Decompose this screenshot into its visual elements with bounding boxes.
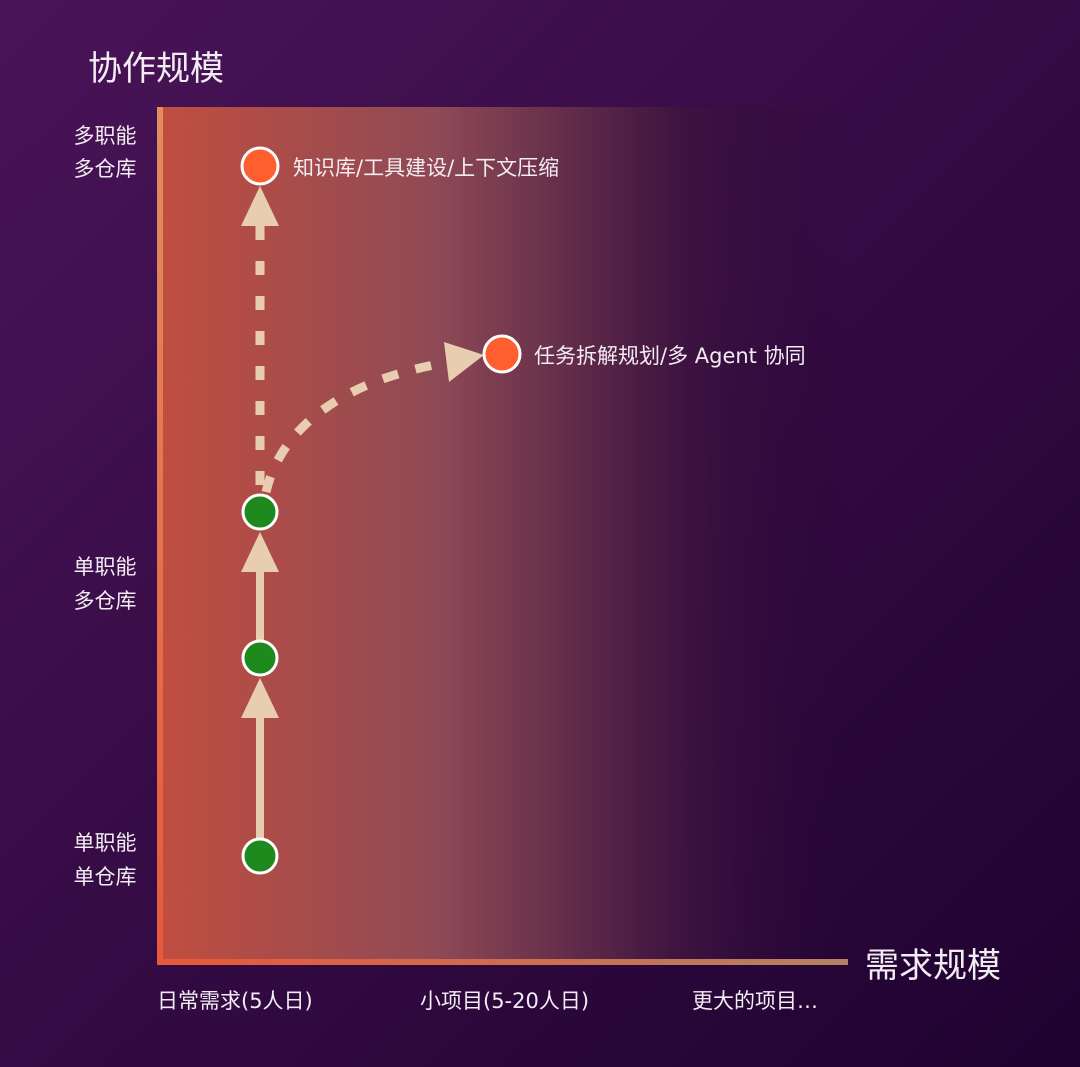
x-axis-labels: 日常需求(5人日) 小项目(5-20人日) 更大的项目… [157, 989, 818, 1013]
nodes [240, 146, 522, 875]
node-label-knowledge: 知识库/工具建设/上下文压缩 [293, 156, 559, 180]
x-axis-title: 需求规模 [865, 946, 1001, 986]
y-axis-labels: 多职能 多仓库 单职能 多仓库 单职能 单仓库 [74, 124, 137, 889]
node-green [241, 837, 279, 875]
y-label: 单职能 [74, 831, 137, 855]
x-label: 小项目(5-20人日) [420, 989, 589, 1013]
y-label: 单仓库 [74, 865, 137, 889]
solid-arrow-shaft [256, 568, 264, 642]
plot-area [160, 107, 850, 963]
y-label: 单职能 [74, 555, 137, 579]
x-label: 更大的项目… [692, 989, 818, 1013]
y-label: 多仓库 [74, 589, 137, 613]
x-label: 日常需求(5人日) [157, 989, 313, 1013]
arrow-head [241, 678, 279, 718]
node-multi-agent [482, 334, 522, 374]
y-axis-title: 协作规模 [88, 49, 224, 89]
solid-arrow-shaft [256, 715, 264, 840]
node-knowledge [240, 146, 280, 186]
arrow-head [444, 342, 484, 382]
arrow-head [241, 186, 279, 226]
node-green [241, 493, 279, 531]
x-axis-line [157, 959, 848, 965]
arrows [241, 186, 484, 840]
node-label-multi-agent: 任务拆解规划/多 Agent 协同 [534, 344, 806, 368]
arrow-head [241, 532, 279, 572]
y-label: 多职能 [74, 124, 137, 148]
y-label: 多仓库 [74, 157, 137, 181]
node-green [241, 639, 279, 677]
y-axis-line [157, 107, 163, 965]
